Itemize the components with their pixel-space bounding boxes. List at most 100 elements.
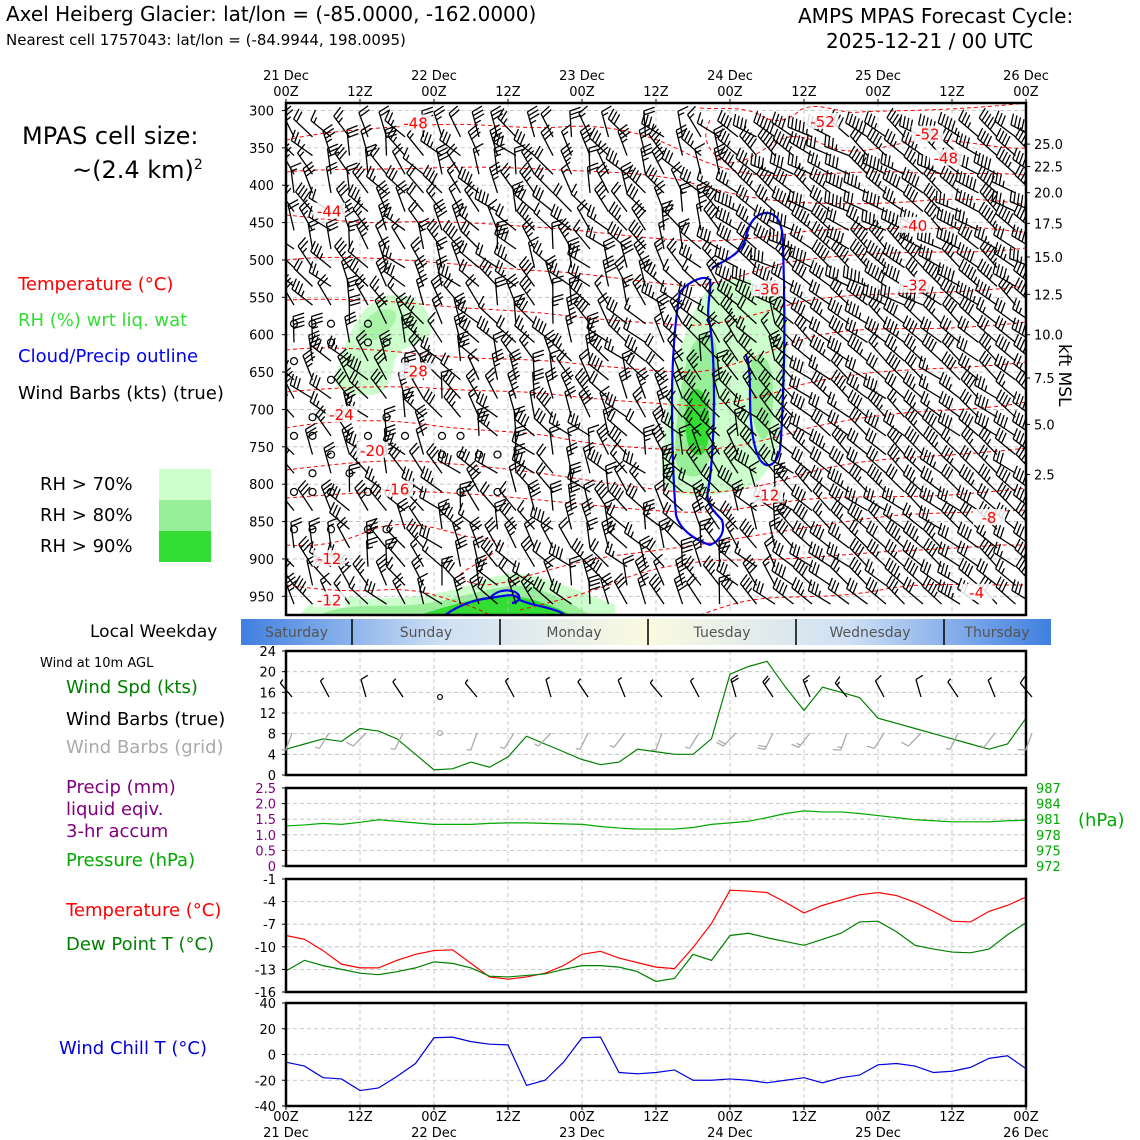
- barb-87-580-flag-0: [810, 297, 815, 307]
- barb-87-930-flag-1: [812, 562, 816, 573]
- barb-87-480-half: [826, 240, 829, 245]
- barb-90-580-flag-1: [831, 300, 835, 311]
- barb-45-905-flag-3: [559, 549, 562, 560]
- barb-93-455-flag-1: [850, 207, 854, 218]
- barb-45-405-half: [563, 169, 568, 173]
- barb-48-330-half: [581, 113, 586, 117]
- barb-57-580-half: [628, 305, 630, 311]
- barb-81-955-flag-1: [776, 580, 780, 590]
- barb-42-430-flag-2: [539, 190, 544, 200]
- barb-75-430-half: [746, 197, 749, 203]
- barb-105-580-half: [932, 308, 935, 313]
- barb-21-705-half: [410, 399, 413, 404]
- barb-57-830-flag-0: [626, 483, 631, 493]
- barb-57-780-flag-2: [630, 453, 633, 464]
- barb-57-730-flag-0: [626, 409, 631, 419]
- barb-105-505-flag-0: [919, 244, 922, 255]
- barb-96-805: [867, 464, 886, 492]
- barb-57-630-flag-1: [628, 337, 632, 348]
- barb-3-605-flag-0: [312, 313, 323, 316]
- barb-105-555-half: [933, 294, 935, 300]
- barb-3-555-flag-0: [292, 279, 296, 290]
- barb-72-455-flag-2: [723, 210, 726, 221]
- barb-102-805: [903, 465, 923, 492]
- barb-93-830: [845, 486, 867, 510]
- barb-0-505-flag-0: [275, 240, 281, 250]
- barb-3-505-half: [303, 248, 307, 253]
- barb-66-505-flag-1: [683, 245, 687, 256]
- barb-36-330-half: [504, 119, 507, 124]
- barb-30-530: [459, 259, 479, 286]
- barb-84-605-half: [803, 327, 806, 332]
- barb-96-830-flag-2: [871, 490, 874, 501]
- barb-12-830-half: [361, 494, 365, 498]
- barb-87-755-flag-2: [816, 433, 820, 444]
- barb-45-630: [553, 333, 572, 361]
- barb-54-955: [614, 573, 627, 604]
- barb-30-605-flag-1: [462, 318, 467, 328]
- barb-72-405-flag-1: [719, 170, 722, 181]
- barb-90-630-flag-1: [831, 338, 835, 349]
- barb-93-530-flag-1: [847, 267, 848, 278]
- barb-105-480-flag-3: [929, 232, 930, 243]
- barb-12-730: [365, 432, 372, 439]
- barb-96-680-flag-0: [864, 374, 867, 385]
- barb-9-405-flag-0: [347, 163, 358, 167]
- barb-66-505-flag-2: [686, 247, 690, 258]
- barb-3-405: [303, 162, 315, 193]
- barb-84-330-flag-2: [795, 119, 796, 130]
- barb-48-680: [575, 368, 590, 398]
- barb-30-555: [466, 275, 479, 306]
- barb-21-730-half: [419, 419, 424, 422]
- barb-33-730-half: [487, 421, 490, 427]
- barb-93-655-flag-2: [852, 359, 855, 370]
- barb-96-655: [866, 352, 886, 379]
- barb-90-680-half: [842, 386, 845, 391]
- barb-90-705-flag-1: [831, 394, 835, 405]
- barb-0-330-staff: [282, 114, 294, 137]
- cross-section-panel: -48 -52-52-48-44-40-36 -32-28-24-20-16 -12-…: [249, 103, 1063, 615]
- barb-102-605-flag-0: [903, 315, 908, 325]
- top-tick-hour-10: 00Z: [1013, 85, 1039, 100]
- barb-96-505-flag-1: [869, 243, 874, 253]
- barb-81-905-flag-2: [779, 545, 783, 556]
- barb-0-355-flag-1: [278, 130, 284, 140]
- barb-102-780-half: [913, 458, 916, 463]
- barb-30-430: [465, 181, 479, 211]
- barb-15-955-flag-2: [371, 583, 375, 594]
- barb-93-680-flag-1: [850, 375, 854, 386]
- barb-3-805: [309, 488, 316, 495]
- barb-27-655-flag-0: [441, 353, 446, 363]
- barb-51-480-flag-1: [590, 227, 593, 238]
- barb-96-755-flag-0: [865, 428, 869, 439]
- barb-99-680-flag-1: [888, 374, 893, 384]
- barb-87-580-flag-2: [817, 302, 822, 312]
- barb-63-330-half: [679, 113, 685, 116]
- barb-90-355-half: [836, 144, 837, 150]
- barb-45-480: [558, 218, 571, 249]
- barb-102-805-flag-2: [909, 470, 914, 480]
- barb-93-630-flag-3: [857, 342, 862, 352]
- barb-78-430-flag-1: [759, 187, 764, 197]
- barb-75-330-flag-2: [740, 118, 742, 129]
- barb-69-330-half: [701, 119, 703, 125]
- barb-105-830-flag-1: [923, 488, 926, 499]
- barb-102-955-flag-1: [906, 580, 911, 590]
- barb-87-880-flag-2: [816, 526, 820, 537]
- barb-102-755: [905, 426, 923, 454]
- barb-99-630-flag-2: [891, 339, 896, 349]
- barb-42-580: [552, 295, 563, 324]
- barb-90-455-flag-1: [830, 209, 833, 220]
- barb-87-580-half: [820, 309, 823, 315]
- barb-84-530-flag-3: [801, 267, 806, 277]
- barb-15-830-half: [378, 495, 382, 500]
- barb-99-505-half: [900, 259, 902, 265]
- barb-99-530-flag-3: [893, 268, 896, 279]
- barb-90-480-flag-1: [830, 227, 833, 238]
- barb-57-730-flag-1: [629, 411, 634, 421]
- barb-90-755: [832, 425, 849, 454]
- barb-93-630: [848, 334, 868, 361]
- barb-81-355-flag-1: [776, 131, 781, 141]
- barb-39-405-half: [526, 177, 530, 182]
- top-time-axis: 21 Dec00Z 12Z22 Dec00Z 12Z23 Dec00Z 12Z24 D…: [263, 69, 1049, 103]
